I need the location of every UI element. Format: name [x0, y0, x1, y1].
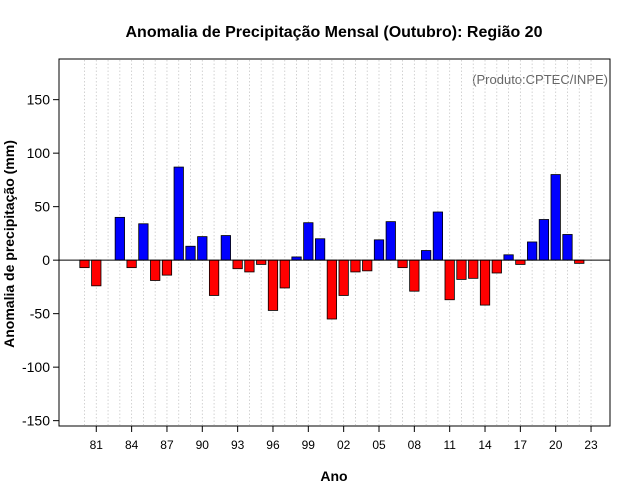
x-tick-label: 23 [584, 438, 598, 452]
bar [185, 245, 196, 261]
bar [279, 259, 290, 289]
bar [79, 259, 90, 269]
bar [208, 259, 220, 296]
bar [409, 259, 420, 292]
bar [385, 221, 396, 261]
bar [114, 216, 125, 261]
x-tick-label: 84 [125, 438, 139, 452]
x-tick-label: 87 [160, 438, 174, 452]
bar [161, 259, 173, 276]
bar [479, 259, 491, 306]
bar-series [59, 166, 610, 320]
x-tick-label: 05 [372, 438, 386, 452]
x-tick-label: 14 [478, 438, 492, 452]
x-tick-label: 20 [549, 438, 563, 452]
bar [350, 259, 361, 273]
y-tick-label: 150 [27, 92, 51, 108]
bar [562, 234, 573, 261]
x-tick-label: 08 [408, 438, 422, 452]
bar [456, 259, 467, 280]
y-tick-label: 50 [34, 199, 50, 215]
y-tick-label: 0 [42, 252, 50, 268]
x-tick-label: 90 [196, 438, 210, 452]
bar [232, 259, 243, 270]
y-tick-label: -150 [22, 413, 50, 429]
bar [126, 259, 137, 269]
x-tick-label: 11 [443, 438, 456, 452]
chart-title: Anomalia de Precipitação Mensal (Outubro… [126, 24, 543, 41]
bar [421, 250, 432, 261]
y-axis-label: Anomalia de precipitação (mm) [1, 140, 17, 348]
bar [314, 238, 326, 261]
bar [468, 259, 479, 279]
x-axis-label: Ano [320, 468, 347, 484]
bar [373, 239, 385, 261]
x-tick-label: 81 [90, 438, 104, 452]
bar [91, 259, 102, 287]
bar [244, 259, 255, 273]
x-tick-label: 96 [266, 438, 280, 452]
x-tick-label: 17 [514, 438, 528, 452]
bar [197, 236, 208, 261]
bar [150, 259, 161, 281]
x-tick-label: 93 [231, 438, 245, 452]
bar [220, 235, 231, 261]
y-tick-label: 100 [27, 145, 51, 161]
bar [444, 259, 455, 301]
bar [338, 259, 349, 296]
bar [550, 174, 561, 261]
bar [491, 259, 502, 274]
bar [503, 254, 514, 261]
bar [138, 223, 149, 261]
x-tick-label: 02 [337, 438, 351, 452]
bar [326, 259, 337, 320]
bar [432, 211, 444, 261]
bar [538, 219, 550, 261]
bar [527, 241, 538, 261]
x-tick-label: 99 [302, 438, 316, 452]
bar [515, 259, 526, 265]
bar [303, 222, 314, 261]
y-tick-label: -100 [22, 359, 50, 375]
bar [362, 259, 373, 272]
vertical-gridlines [84, 60, 592, 425]
bar [173, 166, 184, 261]
bar [256, 259, 267, 265]
bar [267, 259, 279, 311]
source-annotation: (Produto:CPTEC/INPE) [472, 72, 608, 87]
axes: -150 -100 -50 0 50 100 150 81 84 87 90 93 96 99 02 05 08… [22, 92, 598, 452]
y-tick-label: -50 [30, 306, 50, 322]
plot-frame [58, 58, 611, 427]
bar [397, 259, 408, 269]
